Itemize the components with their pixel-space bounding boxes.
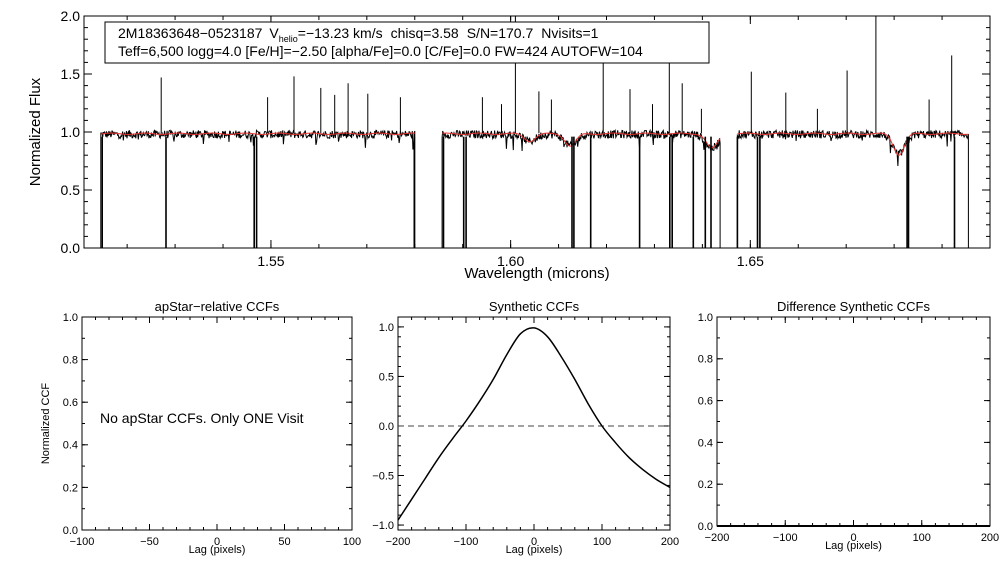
y-tick-label: 0.2 <box>698 479 713 491</box>
panel-title: Difference Synthetic CCFs <box>777 299 930 314</box>
y-tick-label: 0.5 <box>61 182 81 198</box>
x-tick-label: −200 <box>386 536 411 548</box>
spectrum-lines <box>100 16 969 248</box>
x-tick-label: −50 <box>140 536 159 548</box>
y-tick-label: 0.6 <box>63 397 78 409</box>
y-tick-label: −1.0 <box>372 520 394 532</box>
y-tick-label: 1.5 <box>61 66 81 82</box>
x-tick-label: 100 <box>343 536 361 548</box>
x-tick-label: 100 <box>593 536 611 548</box>
y-tick-label: 0.8 <box>63 354 78 366</box>
y-tick-label: 1.0 <box>379 322 394 334</box>
x-tick-label: 0 <box>850 532 856 544</box>
spectrum-panel: 1.55 1.60 1.65 0.0 0.5 1.0 1.5 2.0 Wavelength (m… <box>27 8 991 282</box>
x-axis-label: Lag (pixels) <box>825 540 882 552</box>
x-tick-label: 50 <box>278 536 290 548</box>
y-tick-label: 1.0 <box>698 312 713 324</box>
x-tick-label: 200 <box>981 532 999 544</box>
y-axis-label: Normalized CCF <box>40 383 52 465</box>
x-tick-label: 1.60 <box>497 253 524 269</box>
y-tick-label: 0.6 <box>698 395 713 407</box>
y-tick-label: 2.0 <box>61 8 81 24</box>
legend-line-1: 2M18363648−0523187 Vhelio=−13.23 km/s chis… <box>118 25 599 44</box>
x-tick-label: 0 <box>214 536 220 548</box>
legend-line-2: Teff=6,500 logg=4.0 [Fe/H]=−2.50 [alpha/… <box>118 43 643 59</box>
y-tick-label: 0.4 <box>63 440 78 452</box>
legend-snr: S/N=170.7 <box>467 25 534 41</box>
model-spectrum-chip-1 <box>100 132 415 135</box>
y-tick-label: 0.0 <box>61 240 81 256</box>
legend-v-subscript: helio <box>279 34 298 44</box>
legend-v-value: =−13.23 km/s <box>298 25 383 41</box>
x-tick-label: −100 <box>773 532 798 544</box>
model-spectrum-chip-2 <box>442 132 721 149</box>
x-axis-label: Lag (pixels) <box>506 544 563 556</box>
legend-chisq: chisq=3.58 <box>391 25 459 41</box>
difference-ccf-panel: −200 −100 0 100 200 0.0 0.2 0.4 0.6 0.8 1.0 Differe… <box>698 299 999 552</box>
model-spectrum-chip-3 <box>737 132 969 156</box>
observed-spectrum-chip-1 <box>100 129 416 248</box>
y-tick-label: 0.0 <box>379 421 394 433</box>
legend-v-label: V <box>269 25 279 41</box>
x-tick-label: −100 <box>454 536 479 548</box>
y-axis-label: Normalized Flux <box>27 77 44 186</box>
x-axis-label: Lag (pixels) <box>189 544 246 556</box>
no-ccf-annotation: No apStar CCFs. Only ONE Visit <box>100 410 304 426</box>
x-axis-label: Wavelength (microns) <box>464 265 609 282</box>
x-tick-label: −100 <box>70 536 95 548</box>
legend-box <box>104 21 710 64</box>
y-tick-label: 0.4 <box>698 437 713 449</box>
y-tick-label: 0.5 <box>379 371 394 383</box>
x-tick-label: 100 <box>913 532 931 544</box>
y-tick-label: 0.0 <box>698 521 713 533</box>
x-tick-label: 1.55 <box>257 253 284 269</box>
legend-star-id: 2M18363648−0523187 <box>118 25 263 41</box>
x-tick-label: −200 <box>705 532 730 544</box>
synthetic-ccf-curve <box>397 327 671 521</box>
x-tick-label: 0 <box>531 536 537 548</box>
y-tick-label: 1.0 <box>61 124 81 140</box>
synthetic-ccf-panel: −200 −100 0 100 200 −1.0 −0.5 0.0 0.5 1.0 Syntheti… <box>372 299 679 556</box>
y-tick-label: −0.5 <box>372 470 394 482</box>
apstar-ccf-panel: −100 −50 0 50 100 0.0 0.2 0.4 0.6 0.8 1.0 apStar−re… <box>40 299 361 556</box>
y-tick-label: 0.0 <box>63 525 78 537</box>
spectrum-legend: 2M18363648−0523187 Vhelio=−13.23 km/s chis… <box>104 21 710 64</box>
legend-nvisits: Nvisits=1 <box>541 25 598 41</box>
y-tick-label: 0.2 <box>63 482 78 494</box>
y-tick-label: 1.0 <box>63 312 78 324</box>
panel-title: Synthetic CCFs <box>489 299 580 314</box>
x-tick-label: 200 <box>661 536 679 548</box>
y-tick-label: 0.8 <box>698 354 713 366</box>
x-tick-label: 1.65 <box>737 253 764 269</box>
panel-title: apStar−relative CCFs <box>155 299 280 314</box>
